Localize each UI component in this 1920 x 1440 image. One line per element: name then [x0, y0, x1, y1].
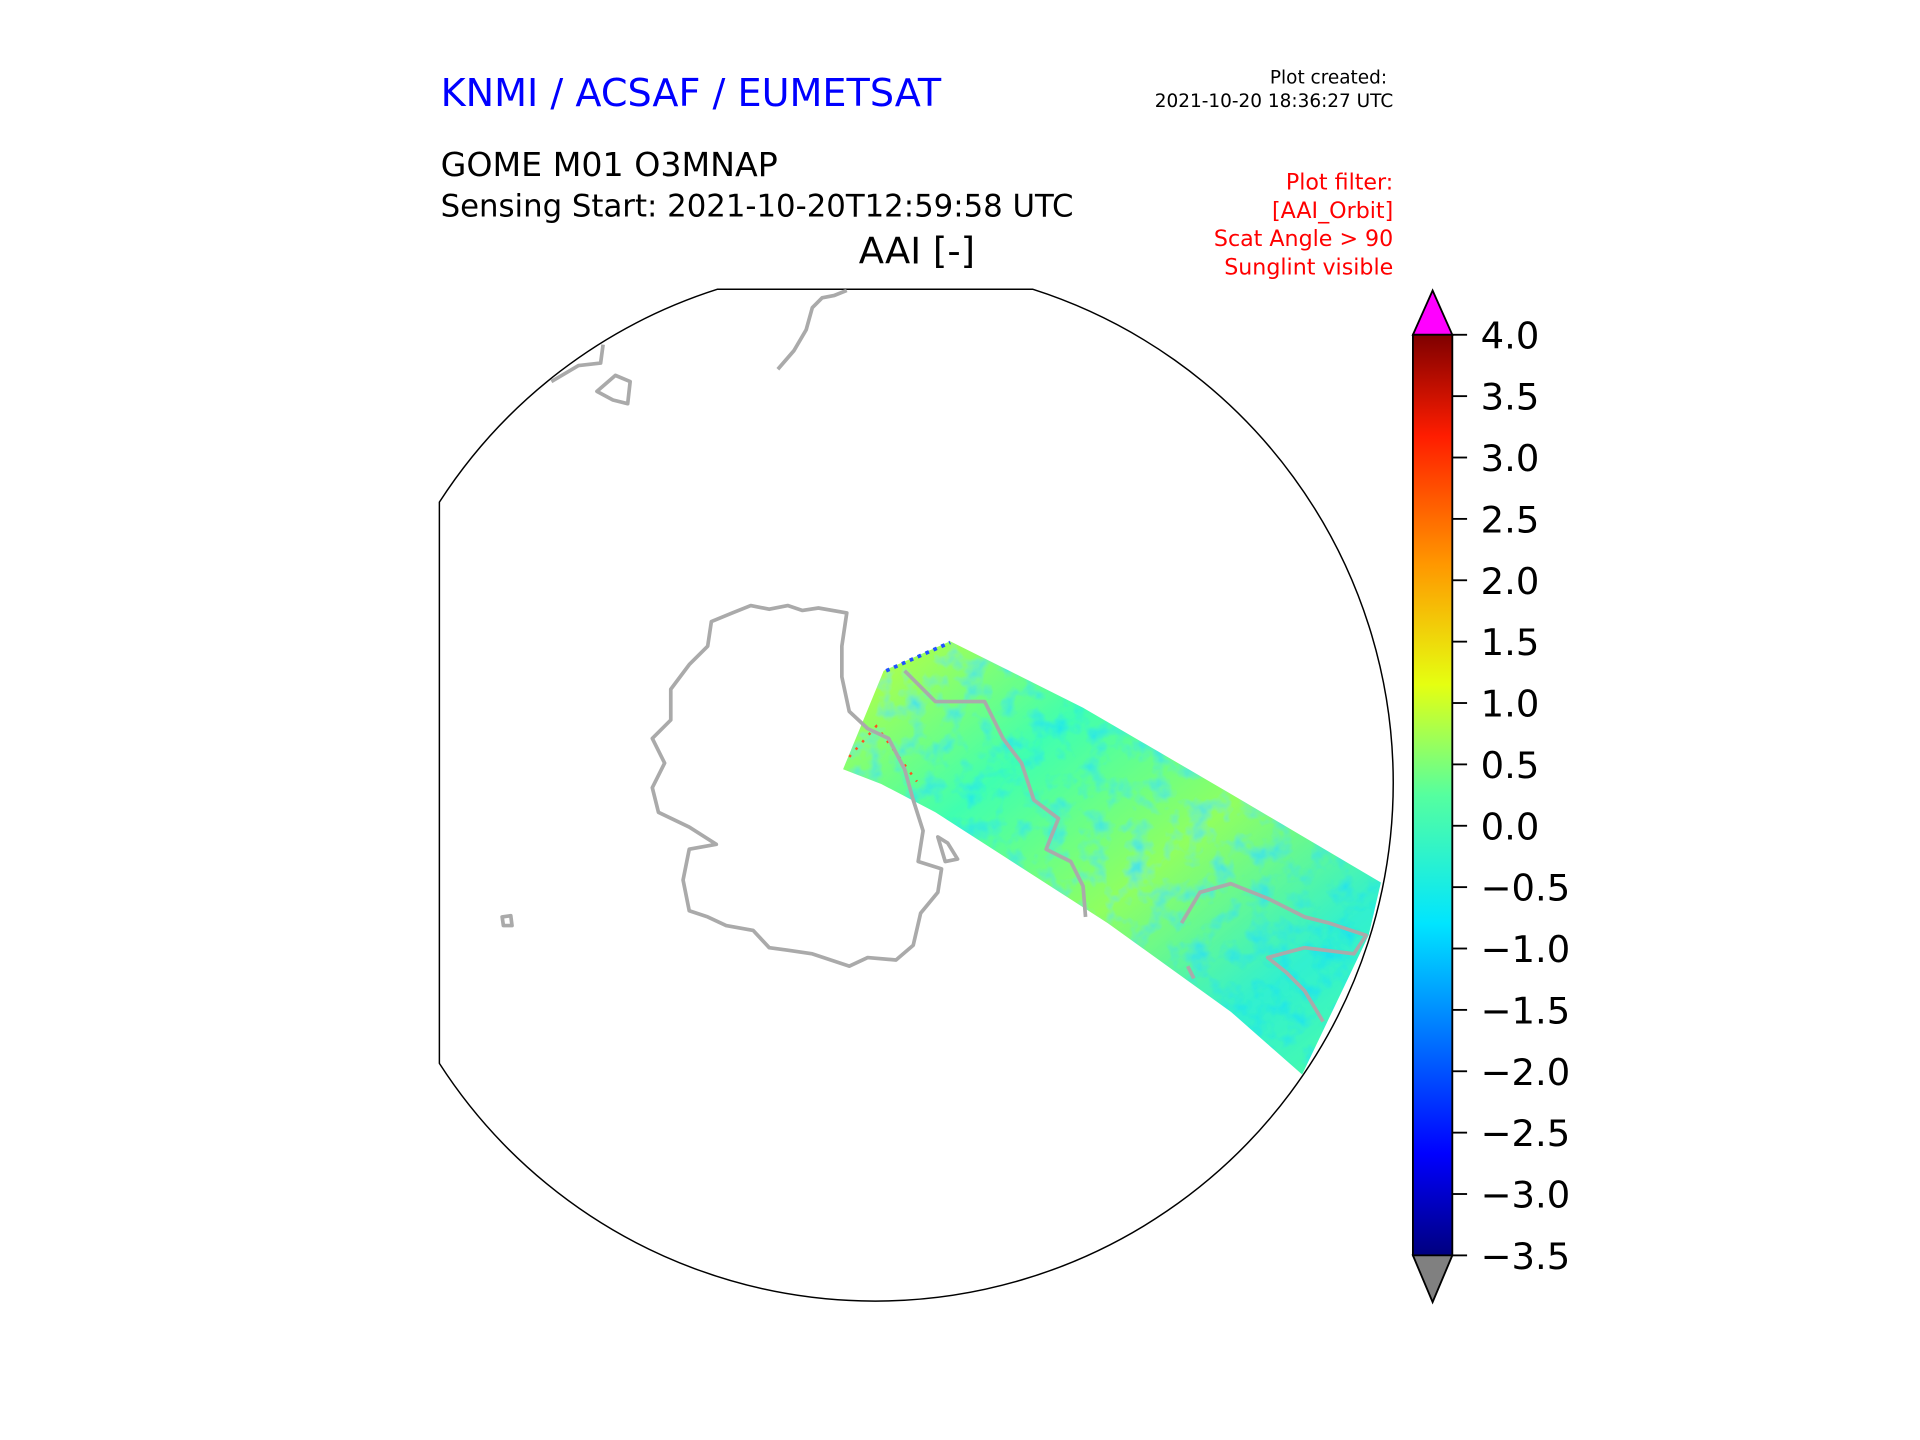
variable-title: AAI [-]	[859, 229, 975, 272]
plot-filter-line: Sunglint visible	[1224, 254, 1393, 280]
colorbar-tick-label: 3.0	[1481, 437, 1540, 480]
satellite-swath	[843, 641, 1381, 1075]
plot-filter-line: Plot filter:	[1286, 170, 1393, 196]
plot-created-value: 2021-10-20 18:36:27 UTC	[1155, 91, 1393, 112]
plot-created-label: Plot created:	[1270, 68, 1387, 89]
colorbar-tick-label: 4.0	[1481, 314, 1540, 357]
colorbar-tick-label: −1.0	[1481, 928, 1571, 971]
colorbar-tick-label: 0.0	[1481, 805, 1540, 848]
colorbar-tick-label: −2.5	[1481, 1112, 1571, 1155]
agency-title: KNMI / ACSAF / EUMETSAT	[441, 71, 942, 115]
colorbar: 4.0 3.5 3.0 2.5 2.0 1.5 1.0 0.5 0.0 −0.5 −1.0 −1.5 −…	[1411, 288, 1571, 1305]
colorbar-tick-label: 0.5	[1481, 744, 1540, 787]
swath-edge-noise	[885, 640, 951, 673]
colorbar-over-arrow	[1411, 288, 1454, 336]
colorbar-tick-label: 1.5	[1481, 621, 1540, 664]
coastline-island	[936, 835, 960, 864]
sensing-start: Sensing Start: 2021-10-20T12:59:58 UTC	[441, 189, 1074, 225]
colorbar-under-arrow	[1411, 1254, 1454, 1305]
colorbar-tick-label: −2.0	[1481, 1051, 1571, 1094]
colorbar-tick-label: 2.0	[1481, 560, 1540, 603]
coastline-island	[500, 913, 514, 928]
colorbar-tick-label: 3.5	[1481, 376, 1540, 419]
colorbar-tick-label: 2.5	[1481, 498, 1540, 541]
coastline-island	[1186, 965, 1196, 980]
colorbar-gradient	[1412, 333, 1454, 1257]
coastline-island	[595, 373, 632, 406]
colorbar-tick-label: −3.0	[1481, 1174, 1571, 1217]
colorbar-tick-label: −3.5	[1481, 1235, 1571, 1278]
coastline-south-america	[1179, 881, 1368, 1023]
plot-filter-line: Scat Angle > 90	[1214, 226, 1393, 252]
plot-filter-line: [AAI_Orbit]	[1272, 198, 1393, 224]
coastline-australia-nz	[550, 344, 605, 384]
map-area	[438, 288, 1394, 1302]
product-title: GOME M01 O3MNAP	[441, 145, 778, 184]
colorbar-tick-label: −1.5	[1481, 989, 1571, 1032]
coastline-peninsula	[903, 669, 1088, 918]
colorbar-tick-label: 1.0	[1481, 683, 1540, 726]
coastline-africa-tip	[776, 289, 848, 371]
coastline-antarctica	[650, 603, 944, 968]
colorbar-tick-label: −0.5	[1481, 867, 1571, 910]
swath-red-speckle	[848, 724, 918, 783]
